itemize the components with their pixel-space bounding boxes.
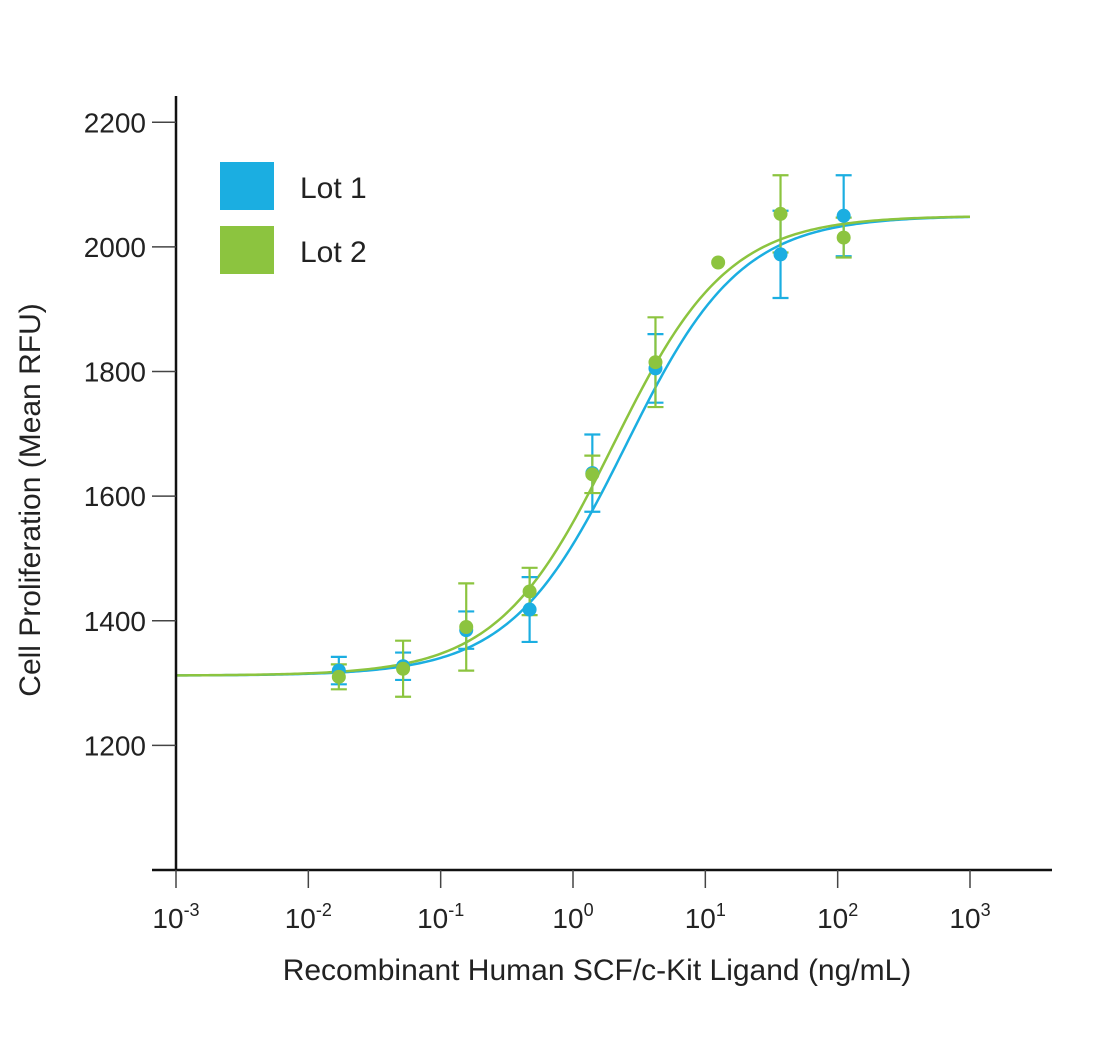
x-tick-label: 10-3 — [152, 900, 199, 934]
x-tick-base: 10 — [552, 903, 583, 934]
data-point-lot-2 — [331, 669, 346, 684]
x-tick-base: 10 — [817, 903, 848, 934]
y-tick-label: 2000 — [84, 232, 146, 263]
x-tick-label: 102 — [817, 900, 858, 934]
x-tick-label: 10-1 — [417, 900, 464, 934]
x-tick-base: 10 — [417, 903, 448, 934]
data-point-lot-1 — [522, 602, 537, 617]
fit-curve-lot-1 — [175, 215, 971, 677]
y-tick-label: 1400 — [84, 606, 146, 637]
legend: Lot 1 Lot 2 — [220, 162, 367, 274]
data-point-lot-2 — [773, 206, 788, 221]
data-point-lot-2 — [459, 620, 474, 634]
data-points — [331, 206, 851, 684]
x-tick-exponent: 1 — [716, 900, 726, 920]
y-tick-label: 1800 — [84, 357, 146, 388]
data-point-lot-1 — [836, 208, 851, 223]
data-point-lot-2 — [711, 255, 726, 270]
x-tick-exponent: 0 — [584, 900, 594, 920]
x-axis-title: Recombinant Human SCF/c-Kit Ligand (ng/m… — [283, 954, 912, 987]
error-bars — [330, 174, 852, 698]
x-tick-base: 10 — [285, 903, 316, 934]
x-tick-base: 10 — [685, 903, 716, 934]
data-point-lot-2 — [396, 661, 411, 676]
data-point-lot-2 — [522, 584, 537, 599]
x-tick-exponent: 2 — [848, 900, 858, 920]
x-tick-exponent: -1 — [448, 900, 464, 920]
legend-swatch-lot-2 — [220, 226, 274, 274]
legend-label: Lot 1 — [300, 172, 367, 205]
x-tick-label: 10-2 — [285, 900, 332, 934]
data-point-lot-2 — [836, 230, 851, 245]
data-point-lot-2 — [648, 355, 663, 370]
fit-curve-lot-2 — [175, 215, 971, 677]
y-tick-label: 1600 — [84, 481, 146, 512]
y-tick-labels: 1200 1400 1600 1800 2000 2200 — [84, 107, 176, 761]
legend-label: Lot 2 — [300, 236, 367, 269]
x-tick-exponent: -2 — [316, 900, 332, 920]
x-tick-base: 10 — [152, 903, 183, 934]
x-tick-exponent: -3 — [184, 900, 200, 920]
y-tick-label: 1200 — [84, 730, 146, 761]
data-point-lot-2 — [585, 467, 600, 482]
x-tick-labels: 10-3 10-2 10-1 100 101 102 103 — [152, 870, 991, 934]
legend-swatch-lot-1 — [220, 162, 274, 210]
fit-curves — [175, 215, 971, 677]
x-tick-label: 100 — [552, 900, 593, 934]
x-tick-label: 101 — [685, 900, 726, 934]
y-tick-label: 2200 — [84, 107, 146, 138]
x-tick-exponent: 3 — [981, 900, 991, 920]
y-axis-title: Cell Proliferation (Mean RFU) — [14, 303, 47, 696]
x-tick-label: 103 — [949, 900, 990, 934]
data-point-lot-1 — [773, 247, 788, 262]
x-tick-base: 10 — [949, 903, 980, 934]
